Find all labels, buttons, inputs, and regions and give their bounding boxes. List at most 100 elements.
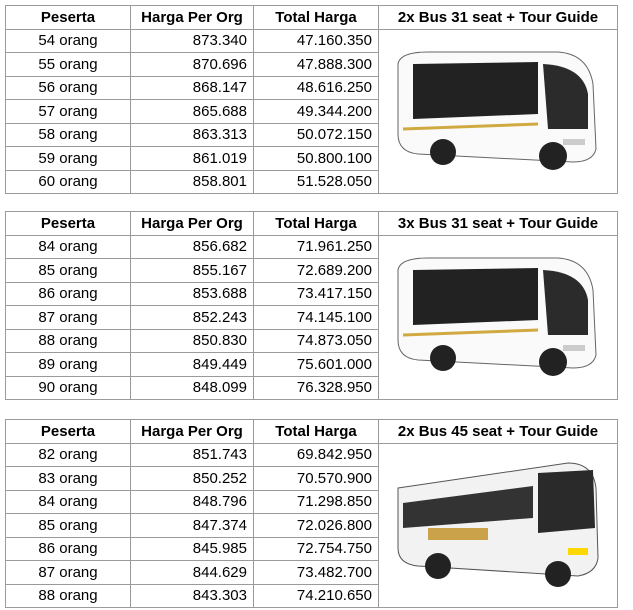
total-harga-cell: 74.873.050 (253, 328, 379, 353)
peserta-cell: 58 orang (5, 122, 131, 147)
table-row: 88 orang 850.830 74.873.050 (5, 328, 618, 353)
header-row: Peserta Harga Per Org Total Harga 2x Bus… (5, 5, 618, 30)
peserta-cell: 82 orang (5, 442, 131, 467)
peserta-cell: 85 orang (5, 258, 131, 283)
medium-bus-image (378, 28, 618, 194)
harga-per-org-cell: 851.743 (130, 442, 254, 467)
header-harga-per-org: Harga Per Org (130, 419, 254, 444)
total-harga-cell: 50.800.100 (253, 146, 379, 171)
header-row: Peserta Harga Per Org Total Harga 2x Bus… (5, 419, 618, 444)
total-harga-cell: 72.689.200 (253, 258, 379, 283)
table-row: 87 orang 852.243 74.145.100 (5, 305, 618, 330)
harga-per-org-cell: 870.696 (130, 52, 254, 77)
table-row: 85 orang 847.374 72.026.800 (5, 513, 618, 538)
table-row: 82 orang 851.743 69.842.950 (5, 442, 618, 608)
harga-per-org-cell: 850.252 (130, 466, 254, 491)
table-row: 85 orang 855.167 72.689.200 (5, 258, 618, 283)
peserta-cell: 86 orang (5, 281, 131, 306)
table-row: 59 orang 861.019 50.800.100 (5, 146, 618, 171)
harga-per-org-cell: 850.830 (130, 328, 254, 353)
header-harga-per-org: Harga Per Org (130, 5, 254, 30)
table-row: 88 orang 843.303 74.210.650 (5, 583, 618, 608)
total-harga-cell: 72.026.800 (253, 513, 379, 538)
total-harga-cell: 71.298.850 (253, 489, 379, 514)
peserta-cell: 59 orang (5, 146, 131, 171)
harga-per-org-cell: 847.374 (130, 513, 254, 538)
table-row: 56 orang 868.147 48.616.250 (5, 75, 618, 100)
harga-per-org-cell: 848.099 (130, 375, 254, 400)
total-harga-cell: 47.888.300 (253, 52, 379, 77)
total-harga-cell: 49.344.200 (253, 99, 379, 124)
header-peserta: Peserta (5, 419, 131, 444)
header-peserta: Peserta (5, 211, 131, 236)
peserta-cell: 57 orang (5, 99, 131, 124)
harga-per-org-cell: 844.629 (130, 560, 254, 585)
total-harga-cell: 48.616.250 (253, 75, 379, 100)
peserta-cell: 84 orang (5, 489, 131, 514)
harga-per-org-cell: 848.796 (130, 489, 254, 514)
peserta-cell: 86 orang (5, 536, 131, 561)
header-peserta: Peserta (5, 5, 131, 30)
harga-per-org-cell: 843.303 (130, 583, 254, 608)
total-harga-cell: 72.754.750 (253, 536, 379, 561)
total-harga-cell: 73.482.700 (253, 560, 379, 585)
harga-per-org-cell: 858.801 (130, 169, 254, 194)
harga-per-org-cell: 865.688 (130, 99, 254, 124)
harga-per-org-cell: 845.985 (130, 536, 254, 561)
header-row: Peserta Harga Per Org Total Harga 3x Bus… (5, 211, 618, 236)
peserta-cell: 90 orang (5, 375, 131, 400)
table-row: 83 orang 850.252 70.570.900 (5, 466, 618, 491)
package-title: 2x Bus 31 seat + Tour Guide (378, 5, 618, 30)
medium-bus-image (378, 234, 618, 400)
total-harga-cell: 75.601.000 (253, 352, 379, 377)
total-harga-cell: 73.417.150 (253, 281, 379, 306)
table-row: 86 orang 845.985 72.754.750 (5, 536, 618, 561)
peserta-cell: 60 orang (5, 169, 131, 194)
peserta-cell: 87 orang (5, 560, 131, 585)
total-harga-cell: 74.210.650 (253, 583, 379, 608)
table-row: 58 orang 863.313 50.072.150 (5, 122, 618, 147)
harga-per-org-cell: 852.243 (130, 305, 254, 330)
table-row: 89 orang 849.449 75.601.000 (5, 352, 618, 377)
total-harga-cell: 74.145.100 (253, 305, 379, 330)
harga-per-org-cell: 856.682 (130, 234, 254, 259)
table-row: 86 orang 853.688 73.417.150 (5, 281, 618, 306)
table-row: 55 orang 870.696 47.888.300 (5, 52, 618, 77)
package-title: 3x Bus 31 seat + Tour Guide (378, 211, 618, 236)
peserta-cell: 88 orang (5, 583, 131, 608)
total-harga-cell: 51.528.050 (253, 169, 379, 194)
total-harga-cell: 76.328.950 (253, 375, 379, 400)
peserta-cell: 85 orang (5, 513, 131, 538)
peserta-cell: 55 orang (5, 52, 131, 77)
package-table: Peserta Harga Per Org Total Harga 2x Bus… (5, 419, 631, 608)
total-harga-cell: 69.842.950 (253, 442, 379, 467)
package-table: Peserta Harga Per Org Total Harga 2x Bus… (5, 5, 631, 194)
peserta-cell: 54 orang (5, 28, 131, 53)
peserta-cell: 89 orang (5, 352, 131, 377)
peserta-cell: 87 orang (5, 305, 131, 330)
harga-per-org-cell: 873.340 (130, 28, 254, 53)
package-title: 2x Bus 45 seat + Tour Guide (378, 419, 618, 444)
peserta-cell: 83 orang (5, 466, 131, 491)
harga-per-org-cell: 861.019 (130, 146, 254, 171)
table-row: 84 orang 856.682 71.961.250 (5, 234, 618, 400)
header-total-harga: Total Harga (253, 419, 379, 444)
table-row: 90 orang 848.099 76.328.950 (5, 375, 618, 400)
table-row: 60 orang 858.801 51.528.050 (5, 169, 618, 194)
header-total-harga: Total Harga (253, 211, 379, 236)
total-harga-cell: 70.570.900 (253, 466, 379, 491)
harga-per-org-cell: 863.313 (130, 122, 254, 147)
total-harga-cell: 47.160.350 (253, 28, 379, 53)
table-row: 57 orang 865.688 49.344.200 (5, 99, 618, 124)
package-table: Peserta Harga Per Org Total Harga 3x Bus… (5, 211, 631, 400)
big-bus-image (378, 442, 618, 608)
harga-per-org-cell: 849.449 (130, 352, 254, 377)
peserta-cell: 56 orang (5, 75, 131, 100)
table-row: 54 orang 873.340 47.160.350 (5, 28, 618, 194)
harga-per-org-cell: 868.147 (130, 75, 254, 100)
peserta-cell: 88 orang (5, 328, 131, 353)
harga-per-org-cell: 853.688 (130, 281, 254, 306)
peserta-cell: 84 orang (5, 234, 131, 259)
total-harga-cell: 71.961.250 (253, 234, 379, 259)
total-harga-cell: 50.072.150 (253, 122, 379, 147)
